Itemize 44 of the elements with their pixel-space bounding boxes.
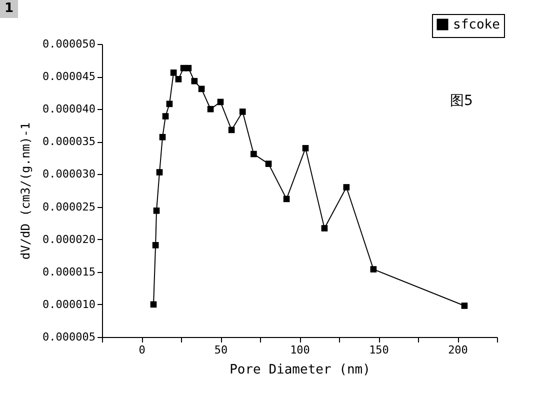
x-tick-label: 200: [448, 344, 468, 356]
y-axis-title: dV/dD (cm3/(g.nm)-1: [18, 122, 33, 260]
y-tick-label: 0.000005: [42, 330, 96, 344]
point: [170, 69, 177, 76]
y-tick-label: 0.000045: [42, 70, 96, 84]
point: [283, 196, 290, 202]
y-tick-label: 0.000020: [42, 232, 96, 246]
point: [175, 76, 182, 82]
x-axis-title: Pore Diameter (nm): [230, 362, 370, 378]
point: [150, 301, 157, 308]
point: [198, 86, 205, 92]
y-tick-label: 0.000010: [42, 298, 96, 311]
point: [153, 208, 160, 214]
x-tick-label: 100: [290, 344, 310, 356]
y-tick-label: 0.000035: [42, 135, 96, 148]
point: [166, 100, 173, 108]
point: [370, 266, 377, 272]
point: [250, 150, 257, 158]
point: [191, 78, 198, 84]
y-tick-label: 0.000015: [42, 265, 96, 278]
point: [156, 169, 163, 176]
point: [162, 113, 169, 120]
point: [302, 145, 309, 152]
y-tick-label: 0.000040: [42, 102, 96, 116]
point: [159, 134, 166, 140]
x-tick-label: 150: [369, 344, 389, 356]
legend-label: sfcoke: [453, 18, 500, 32]
point: [228, 126, 235, 134]
point: [239, 108, 246, 115]
point: [265, 160, 272, 167]
point: [217, 98, 224, 106]
point: [461, 302, 468, 309]
x-tick-label: 0: [138, 344, 146, 356]
point: [185, 64, 192, 72]
y-tick-label: 0.000050: [42, 38, 96, 50]
y-tick-label: 0.000025: [42, 200, 96, 214]
point: [321, 225, 328, 232]
point: [343, 184, 350, 190]
point: [207, 106, 214, 112]
x-tick-label: 50: [214, 344, 228, 356]
text: 1: [0, 0, 18, 18]
y-tick-label: 0.000030: [42, 168, 96, 181]
point: [152, 242, 159, 248]
annotation: 图5: [450, 92, 473, 110]
